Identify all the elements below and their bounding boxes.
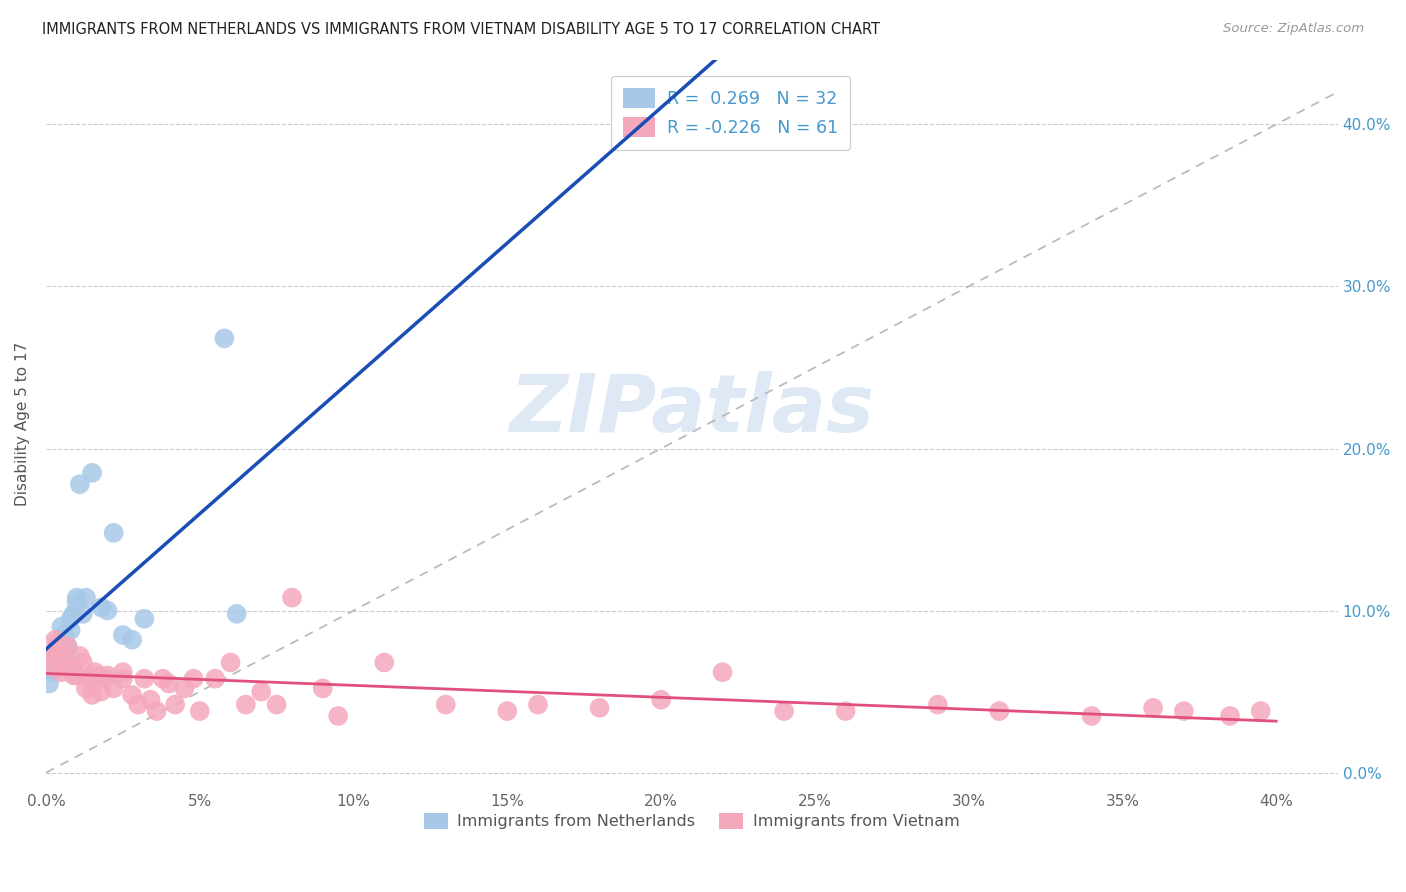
Point <box>711 665 734 680</box>
Point <box>62 668 84 682</box>
Point <box>56 640 79 654</box>
Point <box>59 623 82 637</box>
Point <box>69 477 91 491</box>
Point <box>250 684 273 698</box>
Point <box>326 709 349 723</box>
Point <box>46 636 69 650</box>
Point <box>152 672 174 686</box>
Point <box>121 632 143 647</box>
Point <box>46 644 69 658</box>
Point <box>77 672 100 686</box>
Point <box>41 656 63 670</box>
Point <box>173 681 195 696</box>
Point <box>1250 704 1272 718</box>
Point <box>834 704 856 718</box>
Point <box>51 620 73 634</box>
Point <box>103 681 125 696</box>
Point <box>103 525 125 540</box>
Point <box>44 632 66 647</box>
Point <box>266 698 288 712</box>
Point <box>988 704 1011 718</box>
Point <box>62 607 84 621</box>
Point <box>96 668 118 682</box>
Point <box>434 698 457 712</box>
Point <box>72 607 94 621</box>
Point <box>53 660 76 674</box>
Point <box>96 604 118 618</box>
Point <box>204 672 226 686</box>
Point <box>1142 701 1164 715</box>
Point <box>145 704 167 718</box>
Point <box>72 656 94 670</box>
Point <box>53 628 76 642</box>
Point <box>773 704 796 718</box>
Point <box>214 331 236 345</box>
Point <box>46 648 69 663</box>
Point <box>527 698 550 712</box>
Y-axis label: Disability Age 5 to 17: Disability Age 5 to 17 <box>15 343 30 507</box>
Point <box>41 665 63 680</box>
Point <box>38 676 60 690</box>
Point <box>44 644 66 658</box>
Point <box>90 684 112 698</box>
Point <box>56 652 79 666</box>
Point <box>69 648 91 663</box>
Point <box>56 640 79 654</box>
Text: IMMIGRANTS FROM NETHERLANDS VS IMMIGRANTS FROM VIETNAM DISABILITY AGE 5 TO 17 CO: IMMIGRANTS FROM NETHERLANDS VS IMMIGRANT… <box>42 22 880 37</box>
Point <box>312 681 335 696</box>
Point <box>121 688 143 702</box>
Point <box>1080 709 1102 723</box>
Text: Source: ZipAtlas.com: Source: ZipAtlas.com <box>1223 22 1364 36</box>
Point <box>188 704 211 718</box>
Point <box>51 665 73 680</box>
Point <box>134 612 156 626</box>
Point <box>127 698 149 712</box>
Point <box>51 644 73 658</box>
Point <box>650 692 672 706</box>
Point <box>46 636 69 650</box>
Point <box>90 600 112 615</box>
Point <box>44 644 66 658</box>
Point <box>219 656 242 670</box>
Point <box>139 692 162 706</box>
Point <box>157 676 180 690</box>
Point <box>44 648 66 663</box>
Point <box>235 698 257 712</box>
Point <box>373 656 395 670</box>
Point <box>1173 704 1195 718</box>
Point <box>59 660 82 674</box>
Point <box>38 652 60 666</box>
Point <box>927 698 949 712</box>
Point <box>59 612 82 626</box>
Point <box>281 591 304 605</box>
Point <box>53 656 76 670</box>
Point <box>75 681 97 696</box>
Point <box>93 672 115 686</box>
Point <box>41 660 63 674</box>
Point <box>44 656 66 670</box>
Point <box>75 591 97 605</box>
Point <box>111 665 134 680</box>
Point <box>66 591 89 605</box>
Point <box>111 672 134 686</box>
Text: ZIPatlas: ZIPatlas <box>509 371 875 449</box>
Point <box>51 632 73 647</box>
Point <box>225 607 247 621</box>
Point <box>51 640 73 654</box>
Point <box>134 672 156 686</box>
Point <box>84 665 107 680</box>
Point <box>1219 709 1241 723</box>
Point <box>82 466 104 480</box>
Legend: Immigrants from Netherlands, Immigrants from Vietnam: Immigrants from Netherlands, Immigrants … <box>418 806 966 836</box>
Point <box>165 698 187 712</box>
Point <box>183 672 205 686</box>
Point <box>111 628 134 642</box>
Point <box>496 704 519 718</box>
Point <box>87 668 110 682</box>
Point <box>66 668 89 682</box>
Point <box>82 688 104 702</box>
Point <box>588 701 610 715</box>
Point <box>66 595 89 609</box>
